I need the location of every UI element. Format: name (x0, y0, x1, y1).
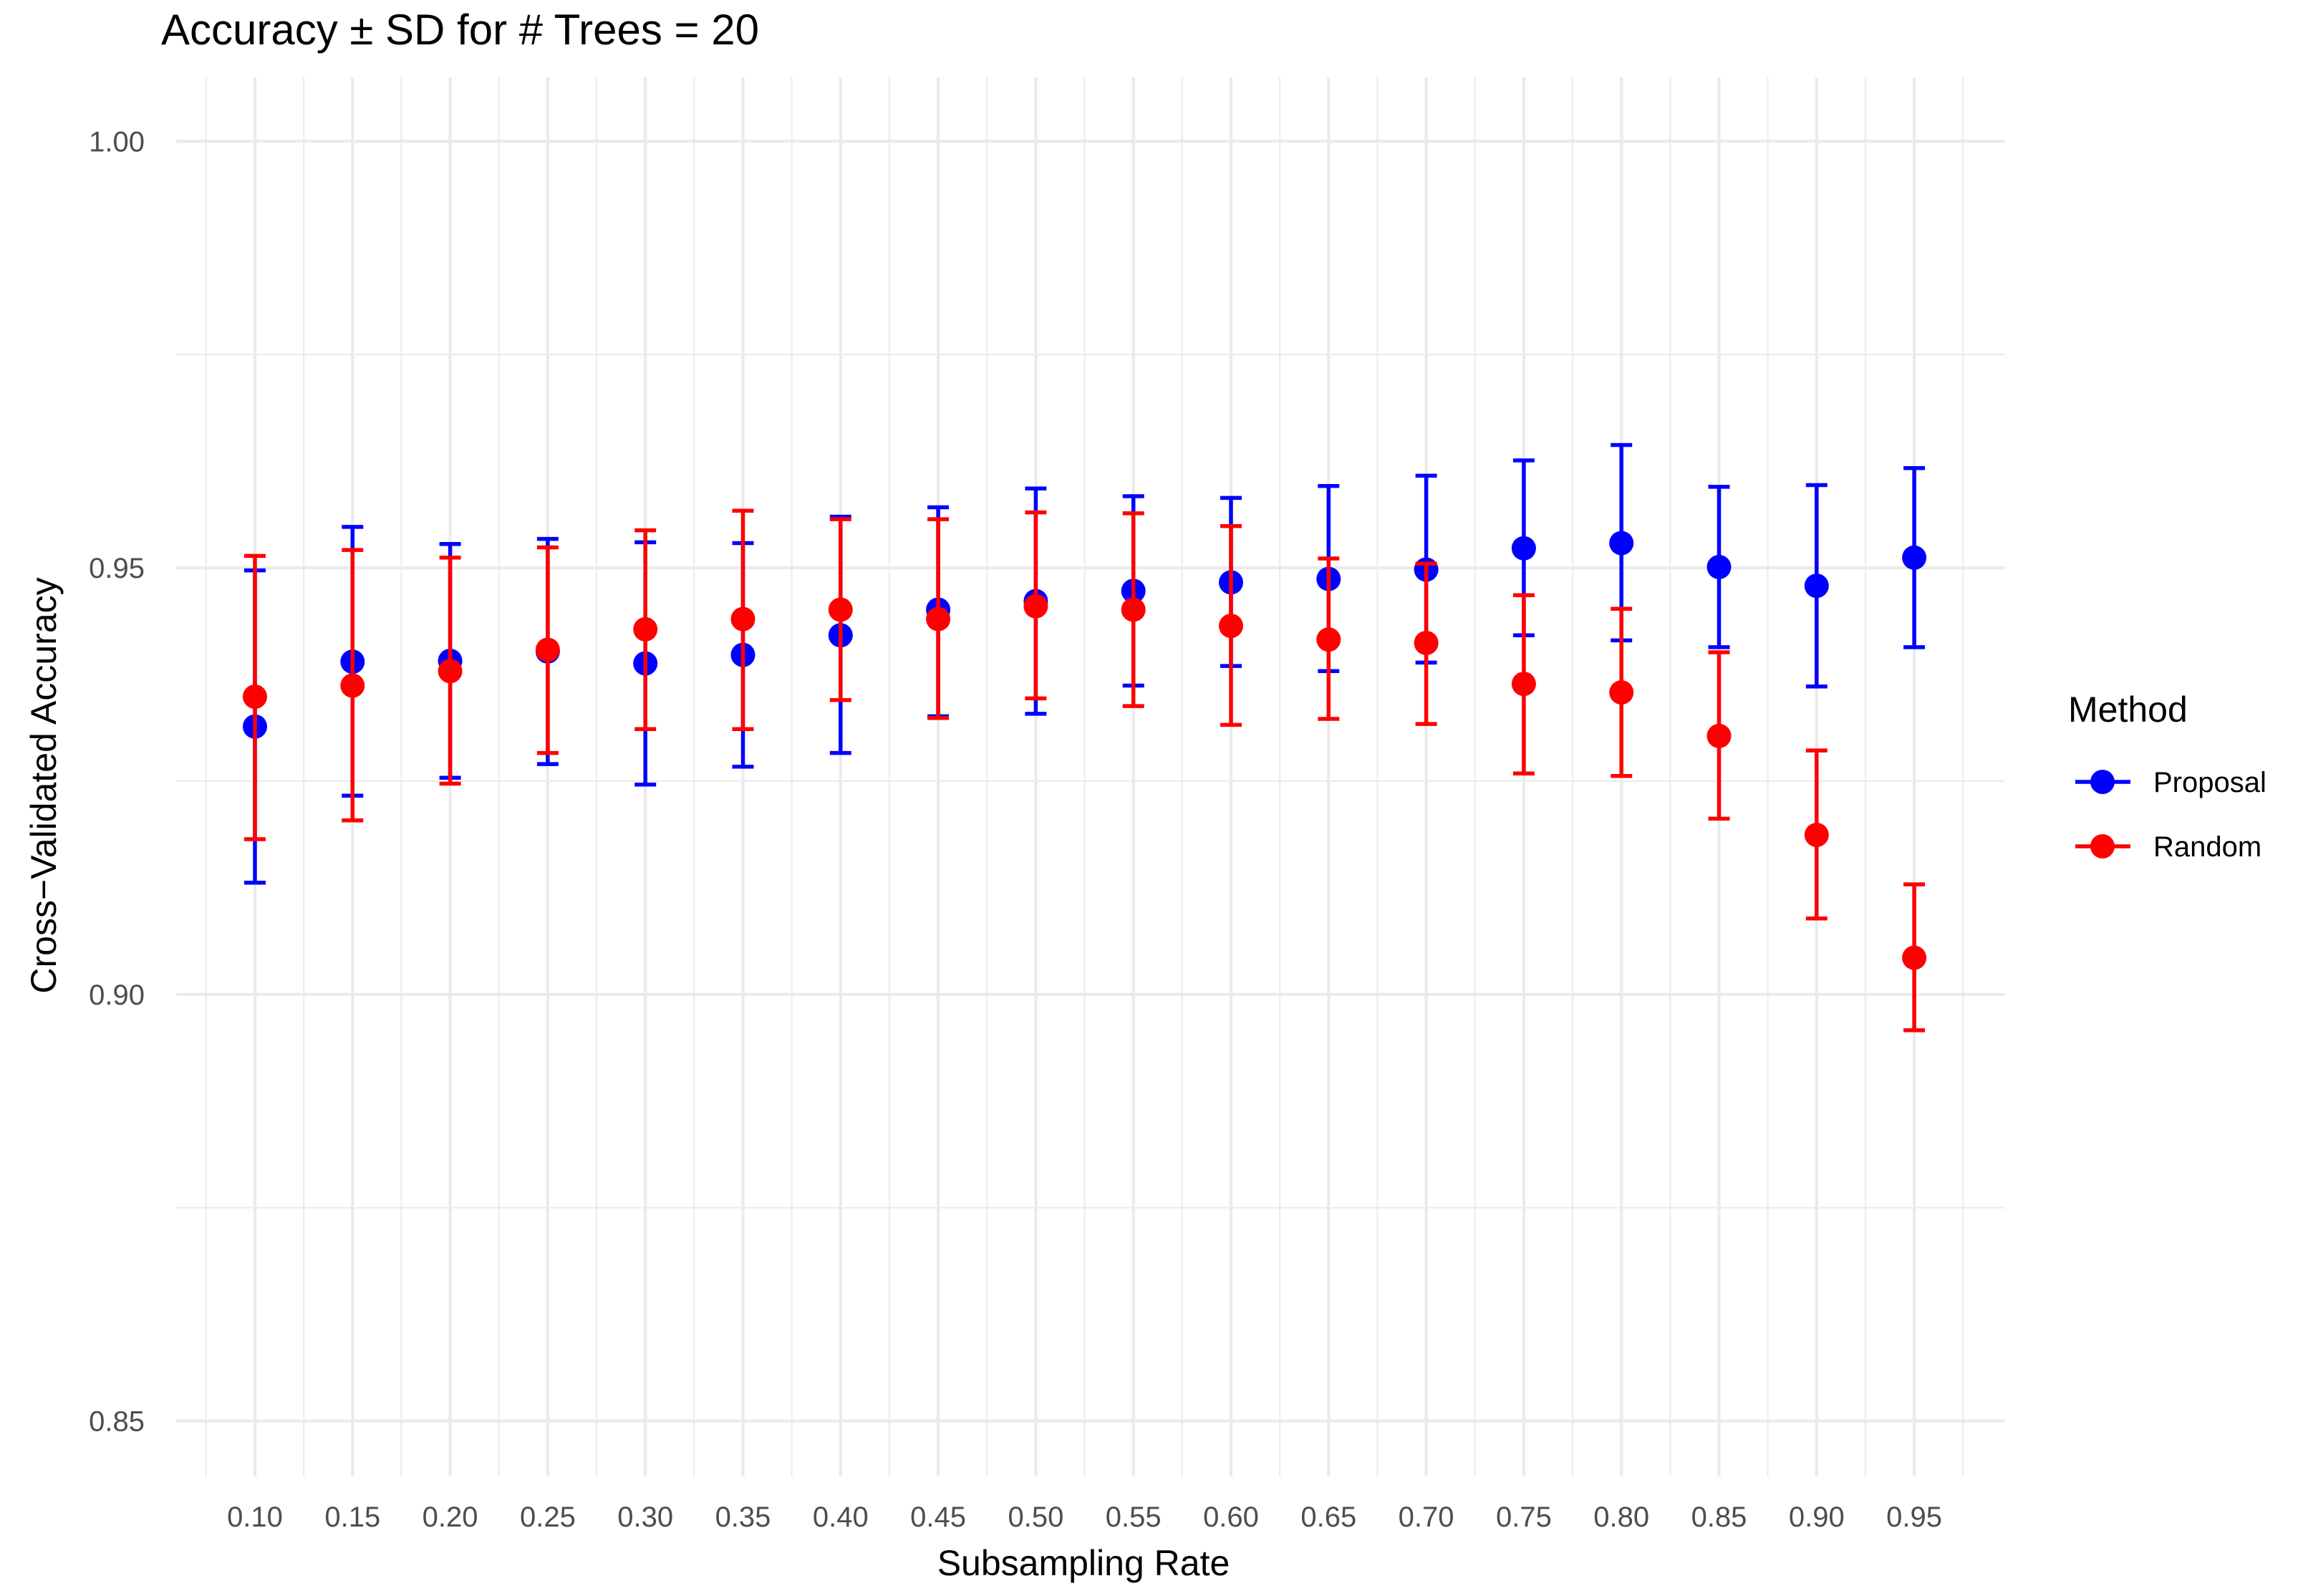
data-point (633, 616, 658, 642)
data-point (243, 685, 267, 710)
data-point (1316, 627, 1341, 652)
x-tick-label: 0.55 (1106, 1501, 1162, 1533)
y-tick-label: 1.00 (89, 126, 145, 158)
x-tick-label: 0.40 (813, 1501, 869, 1533)
legend-title: Method (2068, 690, 2188, 730)
data-point (1219, 614, 1243, 639)
x-tick-label: 0.25 (520, 1501, 576, 1533)
legend-key-point (2090, 834, 2115, 859)
x-tick-label: 0.80 (1593, 1501, 1649, 1533)
data-point (535, 637, 560, 662)
x-tick-label: 0.90 (1789, 1501, 1845, 1533)
x-tick-label: 0.70 (1399, 1501, 1454, 1533)
x-tick-label: 0.35 (715, 1501, 771, 1533)
y-tick-label: 0.95 (89, 553, 145, 584)
data-point (926, 606, 951, 632)
legend-label: Random (2153, 831, 2261, 863)
data-point (1511, 672, 1536, 697)
legend-item-random: Random (2075, 831, 2261, 863)
data-point (1902, 545, 1927, 570)
x-tick-label: 0.60 (1203, 1501, 1259, 1533)
data-point (1511, 536, 1536, 561)
data-point (1706, 554, 1732, 579)
x-tick-labels: 0.10 0.15 0.20 0.25 0.30 0.35 0.40 0.45 0.50 0.55… (227, 1501, 1942, 1533)
data-point (730, 606, 755, 632)
data-point (1902, 945, 1927, 970)
x-tick-label: 0.65 (1300, 1501, 1356, 1533)
data-point (1804, 823, 1829, 848)
series-random (243, 508, 1927, 1032)
grid (176, 77, 2005, 1476)
data-point (1121, 597, 1146, 622)
data-point (1609, 680, 1634, 705)
y-axis-title: Cross−Validated Accuracy (24, 577, 64, 993)
legend-key-point (2090, 770, 2115, 794)
data-point (1023, 594, 1048, 619)
x-tick-label: 0.95 (1886, 1501, 1942, 1533)
x-tick-label: 0.15 (324, 1501, 380, 1533)
y-tick-label: 0.90 (89, 980, 145, 1011)
data-point (1609, 531, 1634, 556)
data-point (1414, 630, 1439, 655)
data-point (1804, 574, 1829, 599)
x-tick-label: 0.75 (1496, 1501, 1552, 1533)
data-point (1706, 723, 1732, 748)
x-tick-label: 0.50 (1008, 1501, 1063, 1533)
x-tick-label: 0.45 (910, 1501, 966, 1533)
x-axis-title: Subsampling Rate (937, 1543, 1230, 1583)
legend-item-proposal: Proposal (2075, 767, 2266, 798)
x-tick-label: 0.85 (1691, 1501, 1747, 1533)
y-tick-label: 0.85 (89, 1406, 145, 1438)
legend: Method Proposal Random (2068, 690, 2266, 863)
y-tick-labels: 0.85 0.90 0.95 1.00 (89, 126, 145, 1437)
data-series (243, 442, 1927, 1032)
legend-label: Proposal (2153, 767, 2266, 798)
chart-title: Accuracy ± SD for # Trees = 20 (161, 6, 759, 54)
data-point (828, 597, 853, 622)
x-tick-label: 0.10 (227, 1501, 283, 1533)
data-point (340, 673, 365, 698)
x-tick-label: 0.30 (617, 1501, 673, 1533)
x-tick-label: 0.20 (423, 1501, 478, 1533)
data-point (438, 659, 463, 684)
